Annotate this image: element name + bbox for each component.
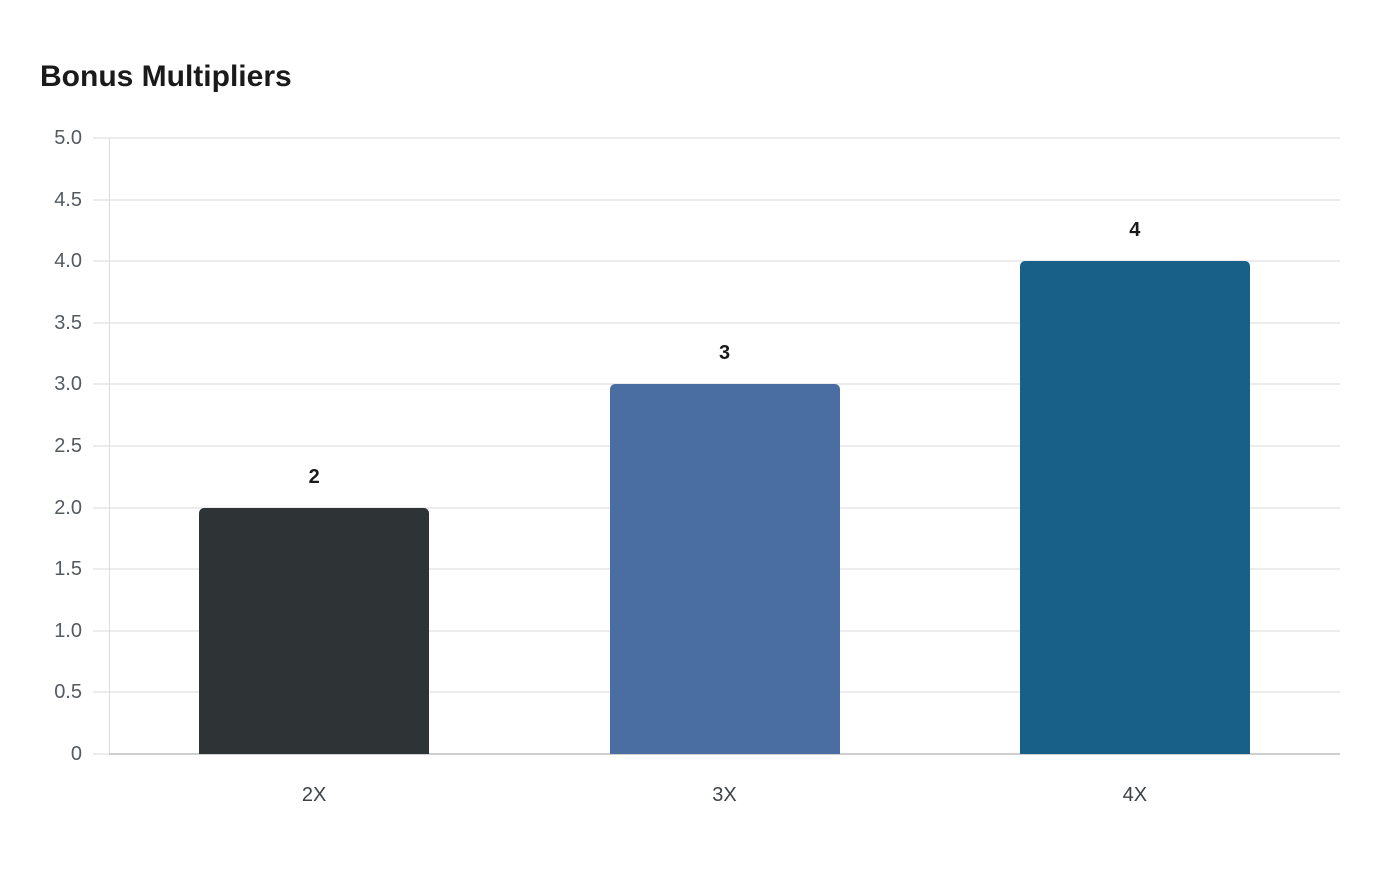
x-tick-label: 3X (712, 784, 737, 806)
y-tick-label: 0 (70, 743, 82, 765)
x-tick-label: 4X (1122, 784, 1148, 806)
y-tick-label: 1.0 (54, 619, 82, 642)
y-tick-label: 2.5 (54, 435, 82, 457)
bar-value-label: 4 (1129, 219, 1141, 242)
y-tick-label: 4.5 (54, 188, 82, 211)
bar-value-label: 3 (718, 342, 731, 365)
y-axis-line (109, 138, 110, 754)
y-tick-label: 3.5 (54, 311, 82, 334)
y-tick-label: 2.0 (54, 496, 82, 519)
y-tick-label: 5.0 (54, 127, 82, 149)
gridline (93, 321, 1340, 324)
y-tick-label: 0.5 (54, 681, 82, 704)
chart-title: Bonus Multipliers (40, 60, 292, 93)
y-tick-label: 4.0 (54, 250, 82, 273)
y-tick-label: 3.0 (54, 373, 82, 396)
gridline (93, 198, 1340, 201)
bar-2x[interactable] (199, 507, 430, 754)
bar-value-label: 2 (308, 465, 320, 488)
x-axis-line (109, 753, 1340, 755)
gridline (93, 260, 1340, 263)
gridline (93, 137, 1340, 139)
y-tick-label: 1.5 (54, 558, 82, 581)
bar-3x[interactable] (609, 384, 840, 754)
bar-4x[interactable] (1019, 261, 1250, 754)
x-tick-label: 2X (301, 784, 327, 806)
